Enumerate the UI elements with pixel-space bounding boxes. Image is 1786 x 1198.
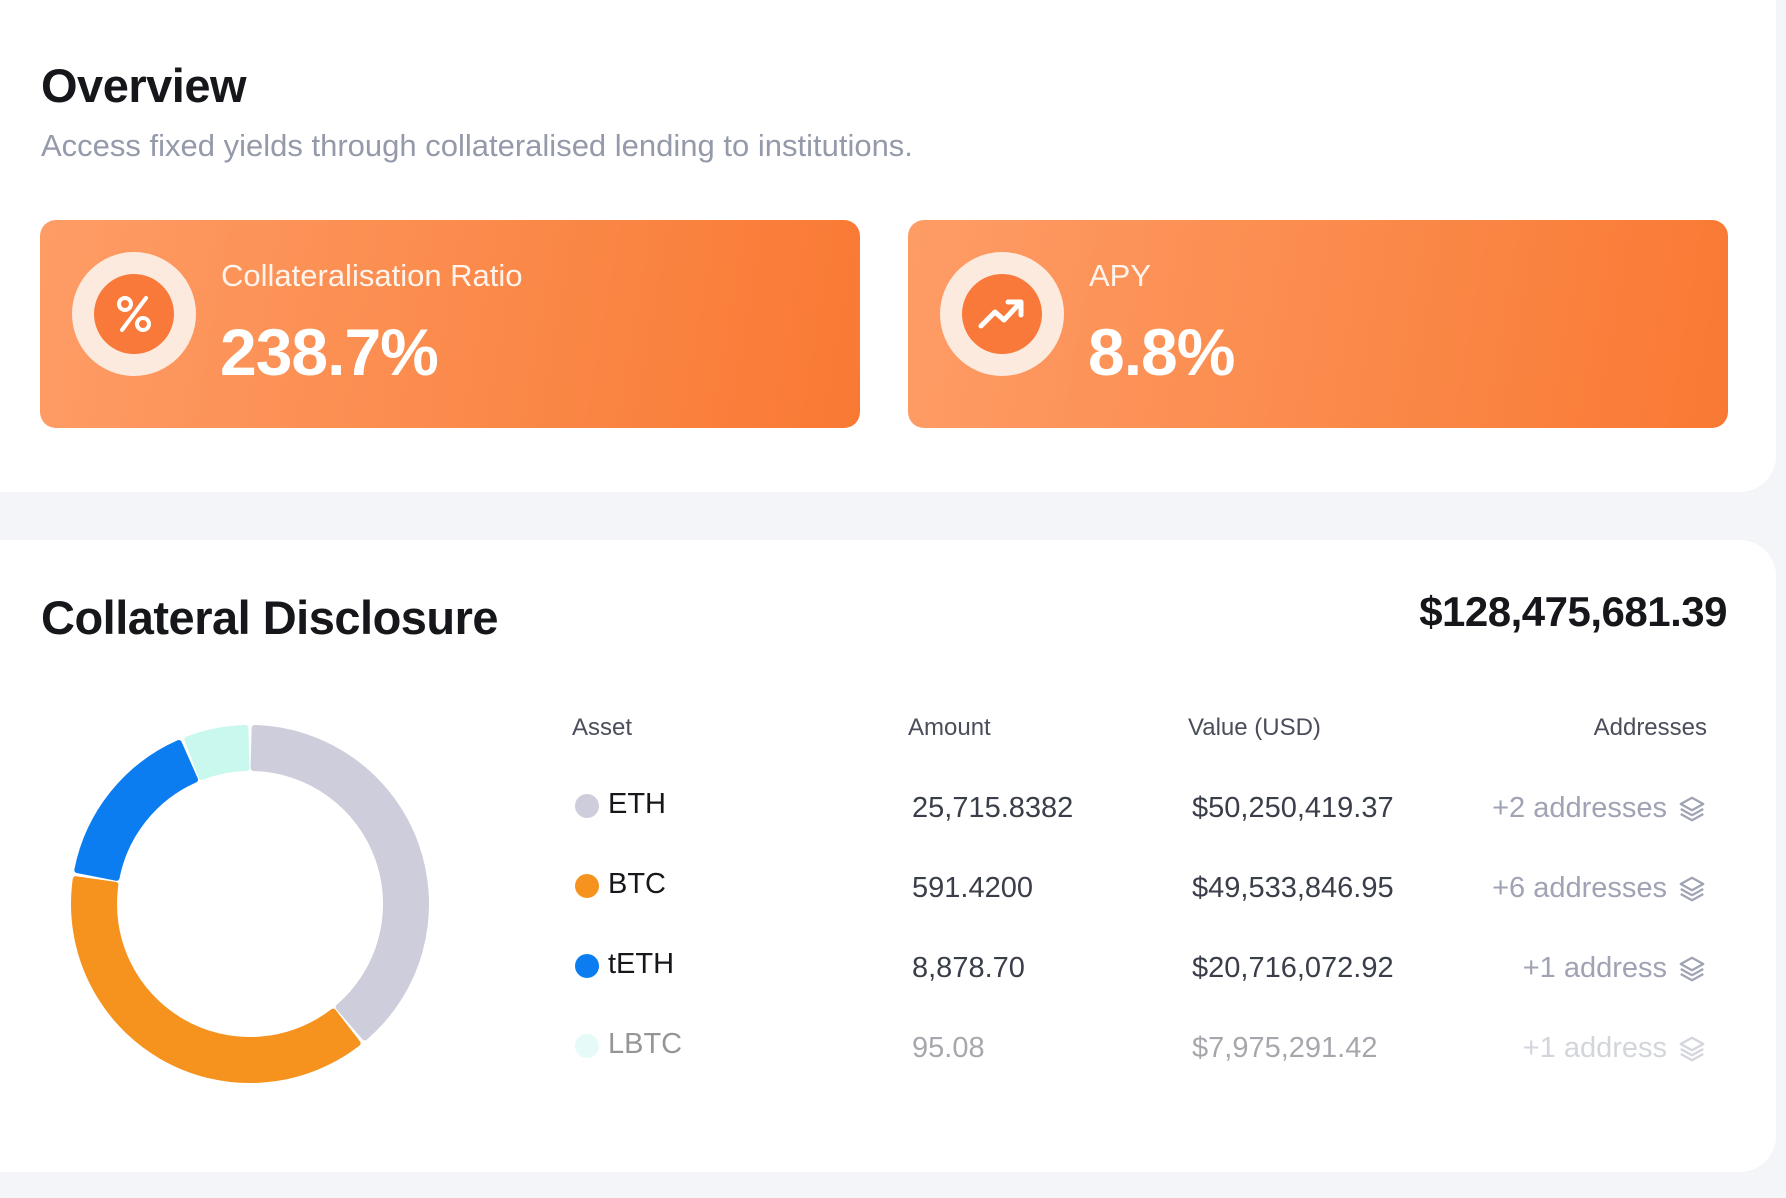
collateralisation-ratio-value: 238.7% <box>220 315 439 389</box>
addresses-label: +1 address <box>1522 952 1667 984</box>
overview-subtitle: Access fixed yields through collateralis… <box>41 128 913 163</box>
asset-color-dot <box>575 874 599 898</box>
layers-icon <box>1679 876 1705 901</box>
table-row: BTC 591.4200 $49,533,846.95 +6 addresses <box>0 854 1786 914</box>
addresses-label: +6 addresses <box>1492 872 1667 904</box>
table-row: tETH 8,878.70 $20,716,072.92 +1 address <box>0 934 1786 994</box>
column-header-value: Value (USD) <box>1188 714 1321 741</box>
asset-name: LBTC <box>608 1028 683 1060</box>
layers-icon <box>1679 796 1705 821</box>
donut-slice-lbtc[interactable] <box>184 725 250 780</box>
asset-value: $7,975,291.42 <box>1192 1032 1378 1064</box>
column-header-amount: Amount <box>908 714 991 741</box>
asset-amount: 95.08 <box>912 1032 985 1064</box>
table-row: ETH 25,715.8382 $50,250,419.37 +2 addres… <box>0 774 1786 834</box>
trending-up-icon-badge <box>940 252 1064 376</box>
asset-value: $50,250,419.37 <box>1192 792 1394 824</box>
collateral-disclosure-title: Collateral Disclosure <box>41 591 499 644</box>
percent-icon-badge <box>72 252 196 376</box>
collateral-total-value: $128,475,681.39 <box>1419 588 1727 635</box>
addresses-link[interactable]: +6 addresses <box>1492 872 1707 905</box>
apy-label: APY <box>1089 258 1152 293</box>
collateral-donut-chart <box>71 725 429 1083</box>
column-header-asset: Asset <box>572 714 633 741</box>
donut-slice-btc[interactable] <box>71 876 361 1083</box>
addresses-link[interactable]: +2 addresses <box>1492 792 1707 825</box>
percent-icon <box>117 296 151 332</box>
asset-name: BTC <box>608 868 666 900</box>
layers-icon <box>1679 1036 1705 1061</box>
addresses-link[interactable]: +1 address <box>1523 952 1707 985</box>
asset-color-dot <box>575 954 599 978</box>
asset-amount: 8,878.70 <box>912 952 1025 984</box>
donut-slice-teth[interactable] <box>74 740 199 881</box>
asset-color-dot <box>575 1034 599 1058</box>
apy-card: APY 8.8% <box>908 220 1728 428</box>
addresses-label: +2 addresses <box>1492 792 1667 824</box>
collateralisation-ratio-card: Collateralisation Ratio 238.7% <box>40 220 860 428</box>
collateralisation-ratio-label: Collateralisation Ratio <box>221 258 523 293</box>
addresses-label: +1 address <box>1522 1032 1667 1064</box>
column-header-addresses: Addresses <box>1593 714 1707 741</box>
trending-up-icon <box>978 299 1024 329</box>
asset-amount: 25,715.8382 <box>912 792 1074 824</box>
asset-name: tETH <box>608 948 675 980</box>
donut-slice-eth[interactable] <box>250 725 429 1041</box>
layers-icon <box>1679 956 1705 981</box>
asset-name: ETH <box>608 788 666 820</box>
asset-value: $20,716,072.92 <box>1192 952 1394 984</box>
addresses-link[interactable]: +1 address <box>1523 1032 1707 1065</box>
overview-title: Overview <box>41 59 247 112</box>
asset-color-dot <box>575 794 599 818</box>
asset-value: $49,533,846.95 <box>1192 872 1394 904</box>
apy-value: 8.8% <box>1088 315 1235 389</box>
table-row: LBTC 95.08 $7,975,291.42 +1 address <box>0 1014 1786 1074</box>
asset-amount: 591.4200 <box>912 872 1033 904</box>
